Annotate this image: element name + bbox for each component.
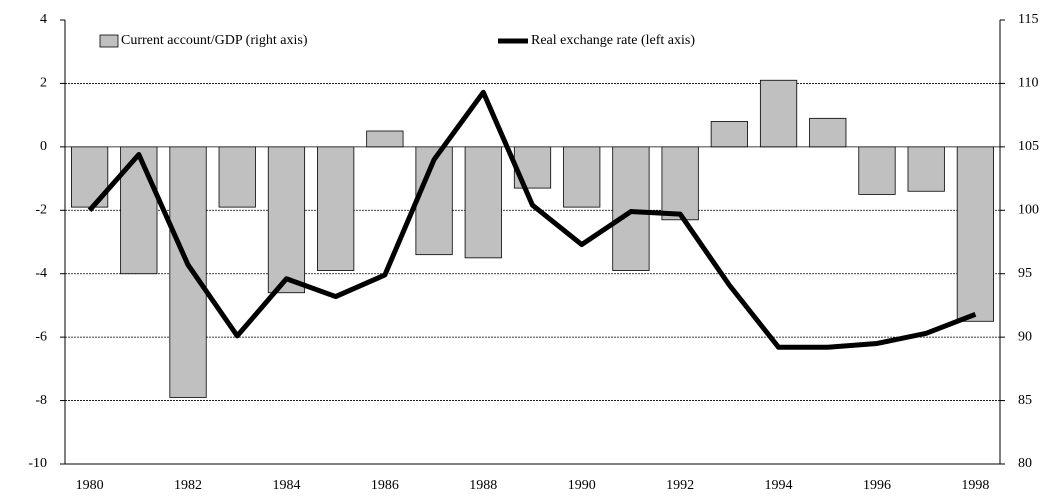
y2-tick-label: 105: [1018, 139, 1039, 154]
y-tick-label: -4: [35, 266, 47, 281]
y2-tick-label: 95: [1018, 266, 1032, 281]
y2-tick-label: 85: [1018, 393, 1032, 408]
bar: [464, 146, 502, 259]
bar: [759, 79, 798, 148]
bar: [612, 146, 650, 271]
bar: [956, 146, 995, 322]
y2-tick-label: 115: [1018, 12, 1038, 27]
bar: [317, 146, 355, 271]
bar: [858, 146, 896, 195]
x-tick-label: 1984: [272, 478, 300, 493]
x-tick-label: 1992: [666, 478, 694, 493]
y-tick-label: -2: [35, 203, 47, 218]
x-tick-label: 1988: [469, 478, 497, 493]
bar: [218, 146, 256, 208]
y-tick-label: -6: [35, 329, 47, 344]
bar: [809, 117, 847, 148]
bar: [661, 146, 699, 221]
bar: [169, 146, 207, 398]
y2-tick-label: 110: [1018, 76, 1038, 91]
x-tick-label: 1982: [174, 478, 202, 493]
legend-swatch: [99, 34, 119, 48]
y-tick-label: 0: [40, 139, 47, 154]
x-tick-label: 1998: [961, 478, 989, 493]
line: [87, 89, 977, 350]
x-tick-label: 1990: [568, 478, 596, 493]
bar: [710, 121, 748, 148]
legend-label: Real exchange rate (left axis): [531, 33, 695, 48]
x-tick-label: 1986: [371, 478, 399, 493]
x-tick-label: 1996: [863, 478, 891, 493]
y2-tick-label: 80: [1018, 456, 1032, 471]
bar: [907, 146, 945, 192]
x-tick-label: 1994: [765, 478, 793, 493]
y-tick-label: 2: [40, 76, 47, 91]
bar: [563, 146, 601, 208]
y-tick-label: 4: [40, 12, 47, 27]
y-tick-label: -10: [28, 456, 47, 471]
x-tick-label: 1980: [76, 478, 104, 493]
y-tick-label: -8: [35, 393, 47, 408]
bar: [267, 146, 306, 294]
y2-tick-label: 100: [1018, 203, 1039, 218]
bar: [366, 130, 404, 148]
y2-tick-label: 90: [1018, 329, 1032, 344]
legend-label: Current account/GDP (right axis): [121, 33, 308, 48]
